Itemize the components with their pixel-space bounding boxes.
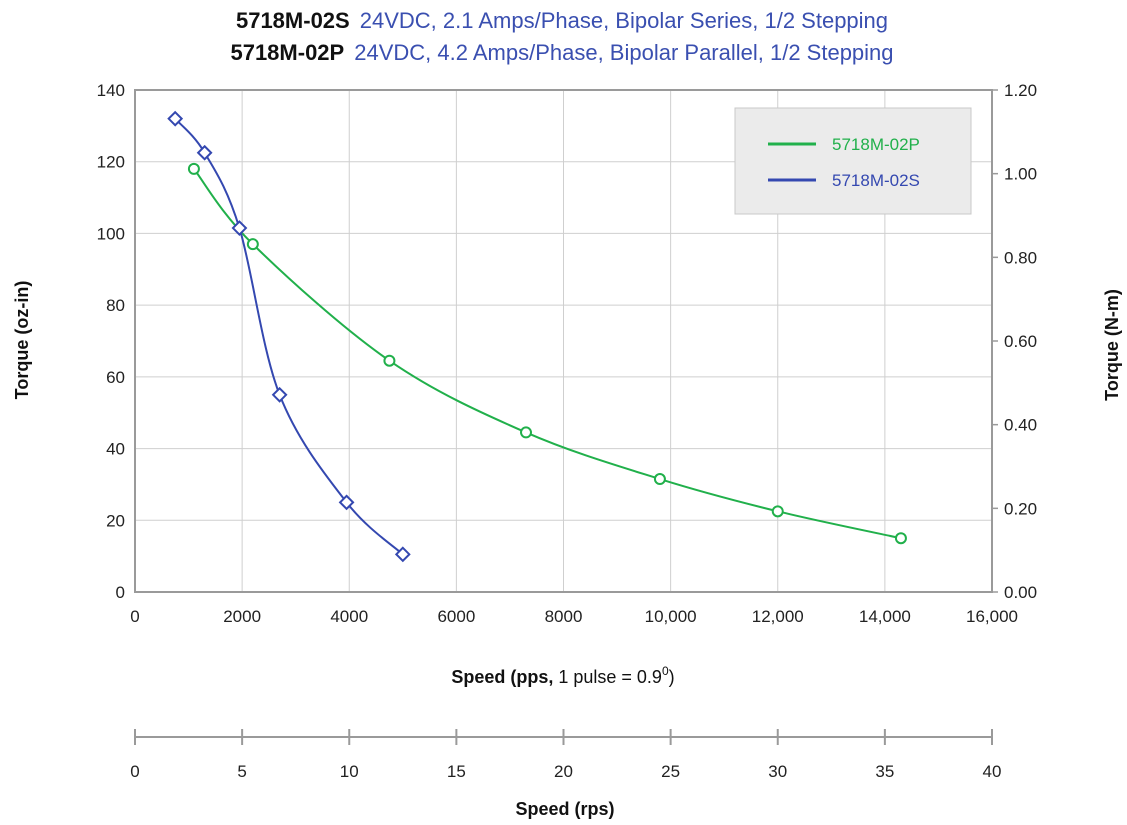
y-tick-label: 100	[97, 224, 125, 243]
rps-tick-label: 5	[237, 762, 246, 781]
data-point-circle	[246, 238, 259, 251]
rps-tick-label: 0	[130, 762, 139, 781]
x-tick-label: 14,000	[859, 607, 911, 626]
data-point-circle	[520, 426, 533, 439]
rps-tick-label: 25	[661, 762, 680, 781]
y-tick-label: 20	[106, 511, 125, 530]
data-point-diamond	[196, 144, 213, 161]
data-point-diamond	[167, 110, 184, 127]
data-point-circle	[187, 162, 200, 175]
rps-tick-label: 35	[875, 762, 894, 781]
y-tick-labels: 0 20 40 60 80 100 120 140	[97, 81, 125, 602]
x-axis-label-close: )	[669, 667, 675, 687]
series-line	[193, 168, 902, 540]
y-tick-label: 140	[97, 81, 125, 100]
x-tick-label: 16,000	[966, 607, 1018, 626]
legend: 5718M-02P 5718M-02S	[734, 107, 972, 215]
x-axis-label-detail: 1 pulse = 0.9	[553, 667, 662, 687]
x-tick-label: 2000	[223, 607, 261, 626]
series-line	[174, 118, 404, 556]
y-right-tick-label: 1.00	[1004, 165, 1037, 184]
rps-tick-label: 30	[768, 762, 787, 781]
data-point-diamond	[394, 546, 411, 563]
y-right-tick-label: 0.00	[1004, 583, 1037, 602]
y-right-tick-label: 0.40	[1004, 416, 1037, 435]
rps-tick-label: 15	[447, 762, 466, 781]
y-axis-label-left: Torque (oz-in)	[12, 281, 32, 400]
x-tick-label: 0	[130, 607, 139, 626]
x-axis-label: Speed (pps, 1 pulse = 0.90)	[451, 664, 674, 687]
chart-title-line2: 5718M-02P 24VDC, 4.2 Amps/Phase, Bipolar …	[230, 40, 893, 65]
data-point-circle	[383, 354, 396, 367]
rps-axis-label: Speed (rps)	[515, 799, 614, 819]
rps-tick-label: 40	[983, 762, 1002, 781]
y-right-tick-label: 0.60	[1004, 332, 1037, 351]
y-tick-label: 120	[97, 153, 125, 172]
series-5718M-02P	[187, 162, 907, 545]
legend-label-s: 5718M-02S	[832, 171, 920, 190]
x-tick-label: 6000	[437, 607, 475, 626]
rps-axis: 0 5 10 15 20 25 30 35 40	[130, 729, 1001, 781]
x-tick-label: 12,000	[752, 607, 804, 626]
title-spec-p: 24VDC, 4.2 Amps/Phase, Bipolar Parallel,…	[354, 40, 893, 65]
x-axis-label-degree: 0	[662, 664, 669, 678]
legend-label-p: 5718M-02P	[832, 135, 920, 154]
data-point-circle	[894, 532, 907, 545]
y-right-tick-label: 1.20	[1004, 81, 1037, 100]
title-model-s: 5718M-02S	[236, 8, 350, 33]
y-axis-label-right: Torque (N-m)	[1102, 289, 1122, 401]
data-point-circle	[771, 505, 784, 518]
y-tick-label: 80	[106, 296, 125, 315]
y-tick-label: 40	[106, 440, 125, 459]
data-point-circle	[653, 473, 666, 486]
x-tick-label: 4000	[330, 607, 368, 626]
chart-title-line1: 5718M-02S 24VDC, 2.1 Amps/Phase, Bipolar …	[236, 8, 888, 33]
y-tick-label: 60	[106, 368, 125, 387]
x-tick-label: 8000	[545, 607, 583, 626]
title-model-p: 5718M-02P	[230, 40, 344, 65]
rps-tick-label: 10	[340, 762, 359, 781]
series-layer	[167, 110, 907, 563]
data-point-diamond	[271, 386, 288, 403]
rps-tick-label: 20	[554, 762, 573, 781]
x-axis-label-bold: Speed (pps,	[451, 667, 553, 687]
data-point-diamond	[231, 220, 248, 236]
title-spec-s: 24VDC, 2.1 Amps/Phase, Bipolar Series, 1…	[360, 8, 888, 33]
series-5718M-02S	[167, 110, 411, 563]
y-right-tick-labels: 0.00 0.20 0.40 0.60 0.80 1.00 1.20	[992, 81, 1037, 602]
y-right-tick-label: 0.80	[1004, 248, 1037, 267]
x-tick-label: 10,000	[645, 607, 697, 626]
y-right-tick-label: 0.20	[1004, 499, 1037, 518]
data-point-diamond	[338, 494, 355, 511]
x-tick-labels: 0 2000 4000 6000 8000 10,000 12,000 14,000 16,00…	[130, 607, 1018, 626]
legend-box	[734, 107, 972, 215]
y-tick-label: 0	[116, 583, 125, 602]
